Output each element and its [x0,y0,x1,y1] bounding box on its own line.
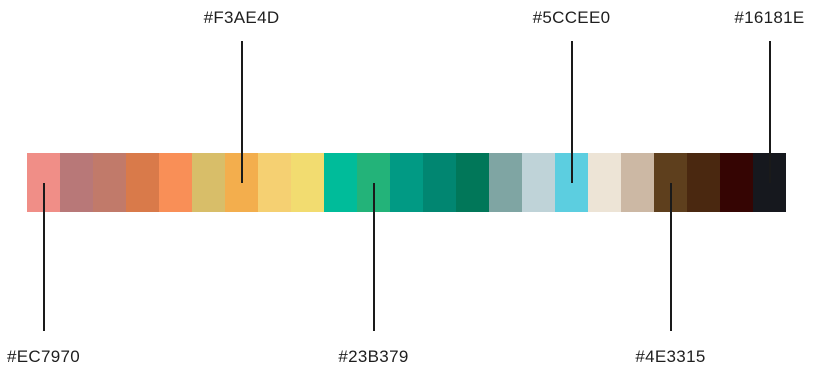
color-swatch [93,153,126,212]
palette-strip [27,153,786,212]
callout-label: #5CCEE0 [532,8,611,27]
color-swatch [720,153,753,212]
color-swatch [588,153,621,212]
color-swatch [390,153,423,212]
color-swatch [522,153,555,212]
callout-leader-line [570,41,573,183]
callout-leader-line [372,182,375,331]
color-swatch [324,153,357,212]
callout-label: #4E3315 [635,347,706,366]
color-swatch [291,153,324,212]
callout-leader-line [42,182,45,331]
color-swatch [258,153,291,212]
color-swatch [423,153,456,212]
color-swatch [159,153,192,212]
callout-leader-line [669,182,672,331]
callout-leader-line [768,41,771,183]
color-swatch [192,153,225,212]
callout-leader-line [240,41,243,183]
color-swatch [60,153,93,212]
callout-label: #F3AE4D [203,8,280,27]
color-swatch [687,153,720,212]
color-swatch [621,153,654,212]
color-swatch [456,153,489,212]
callout-label: #23B379 [338,347,409,366]
color-swatch [126,153,159,212]
callout-label: #16181E [734,8,805,27]
color-swatch [489,153,522,212]
callout-label: #EC7970 [7,347,80,366]
